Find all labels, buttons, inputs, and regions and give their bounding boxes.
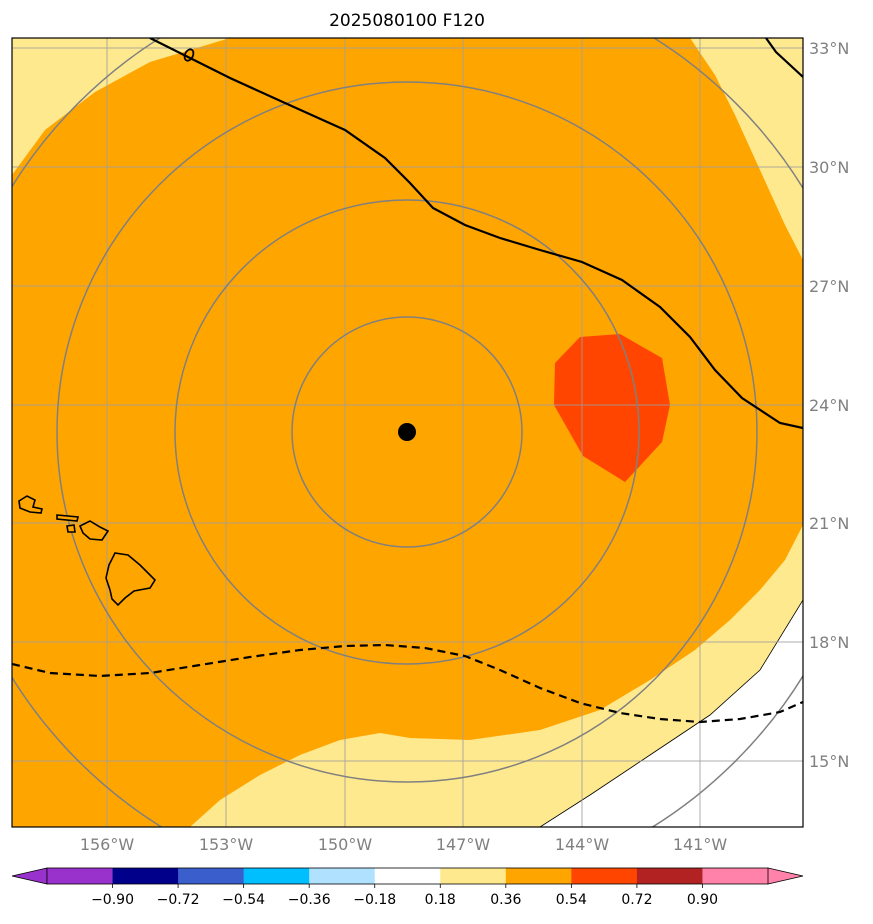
colorbar-tick-label: 0.36 [490, 892, 521, 908]
range-ring-3 [56, 81, 758, 783]
lon-tick-labels: 156°W 153°W 150°W 147°W 144°W 141°W [80, 835, 728, 854]
small-contour-loop [183, 48, 195, 62]
map-frame [11, 37, 804, 828]
range-ring-1 [291, 316, 523, 548]
colorbar-segment [309, 868, 376, 884]
colorbar-segment [440, 868, 507, 884]
colorbar-tick-label: 0.18 [425, 892, 456, 908]
colorbar-segment [702, 868, 769, 884]
map-panel [12, 38, 803, 827]
lat-label: 27°N [809, 277, 849, 296]
colorbar-tick-label: 0.72 [621, 892, 652, 908]
low-value-region [540, 600, 803, 827]
lon-label: 144°W [555, 835, 610, 854]
colorbar: −0.90 −0.72 −0.54 −0.36 −0.18 0.18 0.36 0.54 0.7… [11, 867, 804, 908]
high-shade-region [554, 334, 670, 482]
island-lanai [66, 524, 76, 533]
colorbar-segment [47, 868, 114, 884]
colorbar-tick-label: 0.54 [556, 892, 587, 908]
lat-label: 30°N [809, 158, 849, 177]
storm-center-marker [398, 423, 416, 441]
colorbar-tick-label: −0.90 [91, 892, 134, 908]
lon-label: 153°W [199, 835, 254, 854]
lon-label: 147°W [436, 835, 491, 854]
island-maui [78, 520, 110, 541]
lon-label: 156°W [80, 835, 135, 854]
lat-label: 24°N [809, 396, 849, 415]
colorbar-segment [112, 868, 179, 884]
range-rings [12, 38, 803, 827]
graticule [12, 38, 803, 827]
solid-contour-line-ne [765, 38, 803, 78]
dashed-contour-line [12, 643, 803, 724]
solid-contour-line [149, 38, 803, 430]
colorbar-segment [636, 868, 703, 884]
colorbar-segment [243, 868, 310, 884]
lon-label: 141°W [673, 835, 728, 854]
island-kauai [18, 495, 43, 514]
colorbar-under-extend [11, 867, 48, 885]
colorbar-segment [505, 868, 572, 884]
lat-label: 18°N [809, 633, 849, 652]
range-ring-2 [174, 199, 640, 665]
colorbar-tick-label: 0.90 [687, 892, 718, 908]
colorbar-segment [374, 868, 441, 884]
colorbar-tick-label: −0.72 [157, 892, 200, 908]
lat-label: 21°N [809, 514, 849, 533]
colorbar-tick-label: −0.18 [353, 892, 396, 908]
colorbar-segment [178, 868, 245, 884]
lat-label: 15°N [809, 752, 849, 771]
colorbar-segment [571, 868, 638, 884]
colorbar-outline [46, 867, 769, 885]
colorbar-over-extend [767, 867, 804, 885]
map-title: 2025080100 F120 [329, 11, 485, 31]
island-big-island [105, 552, 157, 607]
lat-tick-labels: 33°N 30°N 27°N 24°N 21°N 18°N 15°N [809, 39, 849, 771]
colorbar-tick-label: −0.54 [222, 892, 265, 908]
hawaii-islands [18, 495, 157, 607]
colorbar-tick-label: −0.36 [288, 892, 331, 908]
lon-label: 150°W [318, 835, 373, 854]
island-molokai [56, 514, 80, 522]
lat-label: 33°N [809, 39, 849, 58]
